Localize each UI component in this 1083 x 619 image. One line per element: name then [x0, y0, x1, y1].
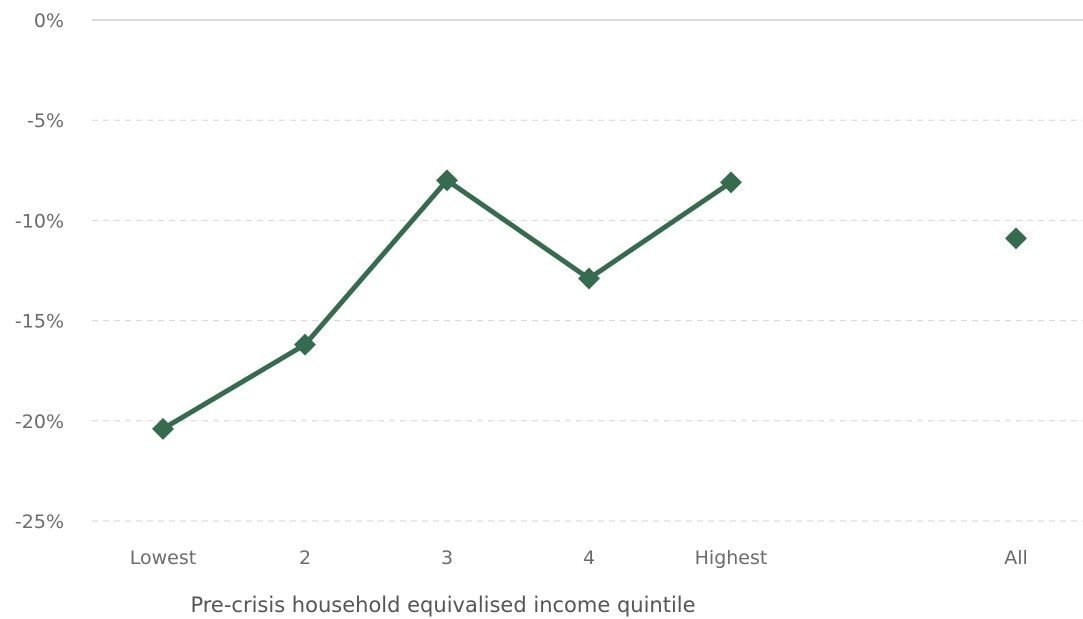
x-tick-label: 4 — [583, 547, 595, 569]
data-point-marker — [152, 417, 174, 440]
x-tick-label: All — [1004, 547, 1028, 569]
data-point-marker — [720, 171, 742, 194]
x-tick-label: Highest — [695, 547, 768, 569]
y-tick-label: -25% — [15, 511, 64, 533]
y-tick-label: -15% — [15, 311, 64, 333]
data-point-marker — [1005, 227, 1027, 250]
x-axis-title: Pre-crisis household equivalised income … — [190, 593, 695, 617]
gridlines — [92, 19, 1083, 522]
x-axis-tick-labels: Lowest 2 3 4 Highest All — [130, 547, 1028, 569]
x-tick-label: 3 — [441, 547, 453, 569]
y-tick-label: -10% — [15, 210, 64, 232]
y-tick-label: -5% — [27, 110, 64, 132]
series-line — [160, 177, 734, 432]
x-tick-label: 2 — [299, 547, 311, 569]
x-tick-label: Lowest — [130, 547, 196, 569]
data-series — [152, 169, 1027, 440]
data-point-marker — [294, 333, 316, 356]
y-axis-tick-labels: 0% -5% -10% -15% -20% -25% — [15, 10, 64, 533]
data-point-marker — [436, 169, 458, 192]
data-point-marker — [578, 267, 600, 290]
y-tick-label: -20% — [15, 411, 64, 433]
y-tick-label: 0% — [34, 10, 64, 32]
